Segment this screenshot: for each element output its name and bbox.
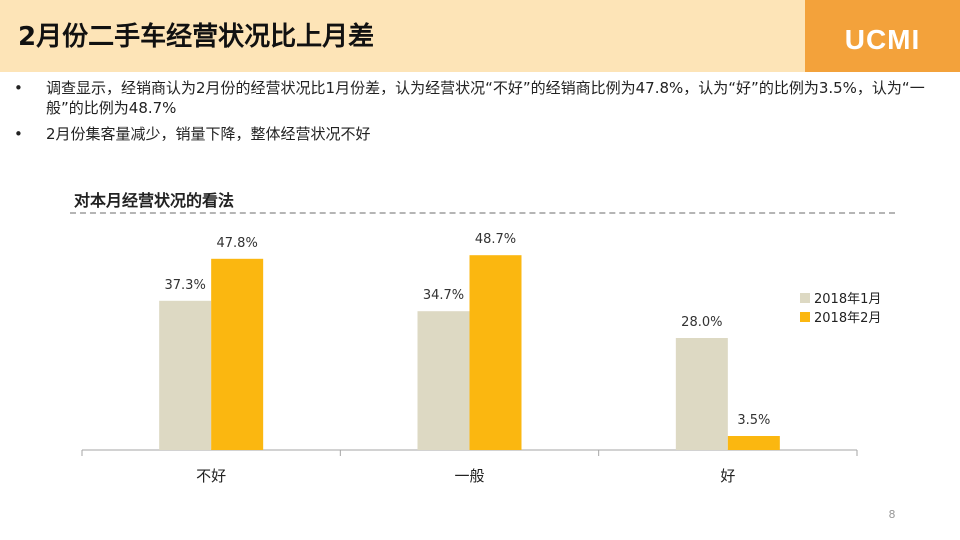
logo-text: UCMI bbox=[844, 24, 921, 55]
bar-jan bbox=[675, 338, 728, 450]
bar-jan bbox=[417, 311, 470, 450]
bullet-text: 2月份集客量减少，销量下降，整体经营状况不好 bbox=[46, 125, 371, 143]
page-title: 2月份二手车经营状况比上月差 bbox=[18, 22, 375, 52]
bar-feb bbox=[211, 258, 264, 450]
header-banner: 2月份二手车经营状况比上月差 bbox=[0, 0, 805, 72]
bullet-item: • 2月份集客量减少，销量下降，整体经营状况不好 bbox=[14, 124, 934, 144]
bullet-text: 调查显示，经销商认为2月份的经营状况比1月份差，认为经营状况“不好”的经销商比例… bbox=[46, 79, 925, 117]
logo: UCMI bbox=[805, 0, 960, 72]
bar-feb bbox=[469, 255, 522, 450]
data-label: 34.7% bbox=[423, 288, 464, 303]
legend-label: 2018年1月 bbox=[814, 292, 881, 307]
bullet-marker: • bbox=[14, 79, 23, 97]
chart-title: 对本月经营状况的看法 bbox=[74, 191, 235, 210]
data-label: 37.3% bbox=[165, 278, 206, 293]
bullet-list: • 调查显示，经销商认为2月份的经营状况比1月份差，认为经营状况“不好”的经销商… bbox=[14, 78, 934, 150]
data-label: 3.5% bbox=[737, 413, 770, 428]
legend-swatch bbox=[800, 312, 810, 322]
data-label: 28.0% bbox=[681, 315, 722, 330]
bullet-marker: • bbox=[14, 125, 23, 143]
legend-label: 2018年2月 bbox=[814, 311, 881, 326]
bar-jan bbox=[159, 300, 212, 450]
x-tick-label: 一般 bbox=[454, 467, 484, 485]
x-tick-label: 好 bbox=[720, 467, 735, 485]
x-tick-label: 不好 bbox=[196, 467, 226, 485]
data-label: 48.7% bbox=[475, 232, 516, 247]
page-number: 8 bbox=[888, 508, 896, 521]
legend-swatch bbox=[800, 293, 810, 303]
bar-feb bbox=[727, 436, 780, 450]
data-label: 47.8% bbox=[217, 236, 258, 251]
chart-title-divider bbox=[70, 212, 895, 214]
bullet-item: • 调查显示，经销商认为2月份的经营状况比1月份差，认为经营状况“不好”的经销商… bbox=[14, 78, 934, 118]
